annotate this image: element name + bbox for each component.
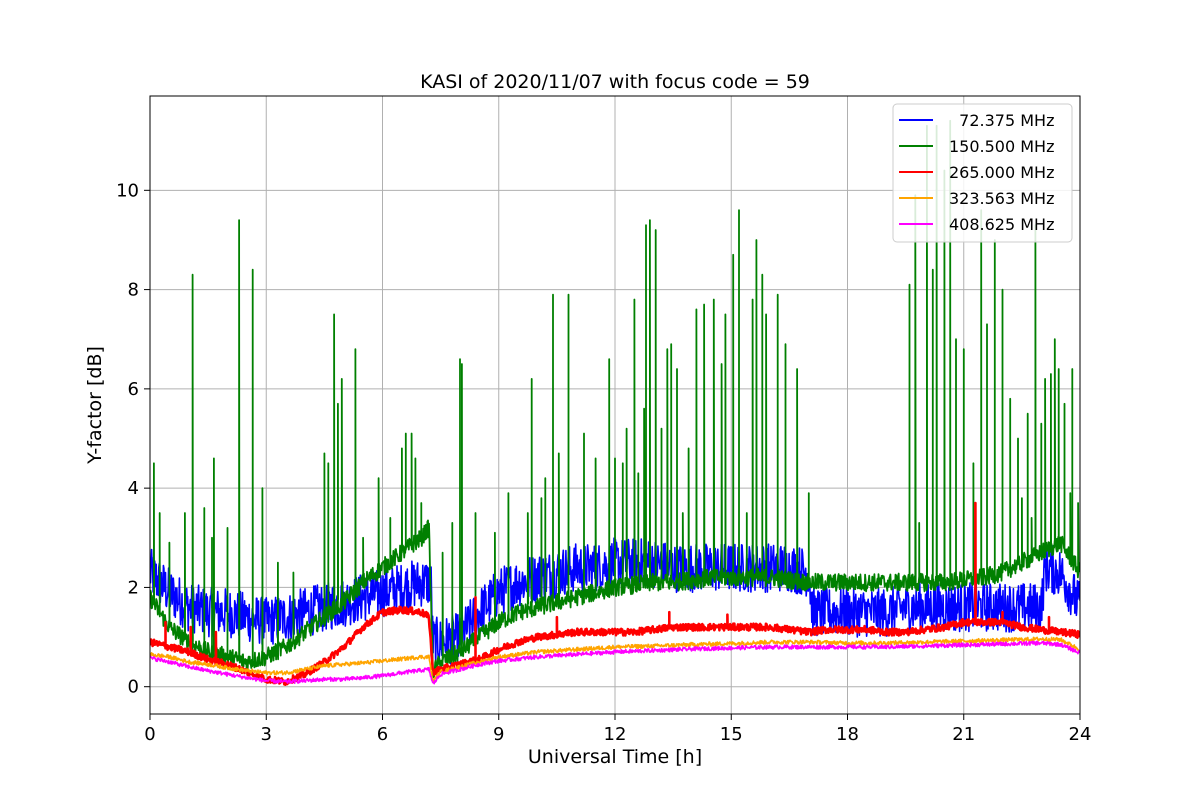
series-line-4 xyxy=(150,640,1080,685)
x-tick-label: 6 xyxy=(377,724,388,745)
x-tick-label: 24 xyxy=(1069,724,1092,745)
y-tick-label: 6 xyxy=(128,379,139,400)
legend-entry: 408.625 MHz xyxy=(949,215,1054,234)
legend-entry: 150.500 MHz xyxy=(949,137,1054,156)
legend-entry: 265.000 MHz xyxy=(949,163,1054,182)
x-tick-label: 9 xyxy=(493,724,504,745)
x-tick-label: 15 xyxy=(720,724,743,745)
y-axis-label: Y-factor [dB] xyxy=(84,346,106,465)
x-axis: 0 3 6 9 12 15 18 21 24 xyxy=(144,714,1091,745)
y-tick-label: 2 xyxy=(128,577,139,598)
x-axis-label: Universal Time [h] xyxy=(528,746,702,768)
legend: 72.375 MHz 150.500 MHz 265.000 MHz 323.563 … xyxy=(892,103,1073,243)
x-tick-label: 18 xyxy=(836,724,859,745)
series-line-3 xyxy=(150,636,1080,684)
x-tick-label: 21 xyxy=(952,724,975,745)
legend-box xyxy=(892,103,1073,243)
series-layer xyxy=(150,119,1080,686)
x-tick-label: 3 xyxy=(261,724,272,745)
series-line-1 xyxy=(150,119,1080,679)
x-tick-label: 0 xyxy=(144,724,155,745)
legend-entry: 323.563 MHz xyxy=(949,189,1054,208)
series-line-2 xyxy=(150,501,1080,686)
y-tick-label: 8 xyxy=(128,280,139,301)
chart-title: KASI of 2020/11/07 with focus code = 59 xyxy=(420,71,810,93)
y-tick-label: 10 xyxy=(116,180,139,201)
y-axis: 0 2 4 6 8 10 xyxy=(116,180,150,698)
y-tick-label: 4 xyxy=(128,478,139,499)
legend-entry: 72.375 MHz xyxy=(949,111,1054,130)
y-tick-label: 0 xyxy=(128,677,139,698)
x-tick-label: 12 xyxy=(604,724,627,745)
